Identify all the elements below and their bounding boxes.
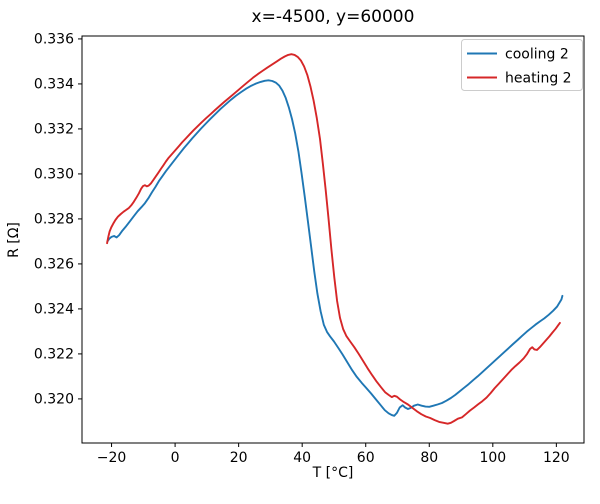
legend-label-heating-2: heating 2: [505, 71, 572, 87]
y-tick-label: 0.324: [34, 301, 74, 317]
y-tick-label: 0.334: [34, 76, 74, 92]
chart-title: x=-4500, y=60000: [252, 7, 415, 27]
y-tick-label: 0.322: [34, 346, 74, 362]
legend: cooling 2 heating 2: [461, 39, 583, 91]
x-tick-label: 120: [543, 450, 570, 466]
x-tick-label: 60: [357, 450, 375, 466]
y-axis-label: R [Ω]: [6, 222, 22, 258]
x-tick-label: 40: [293, 450, 311, 466]
y-tick-label: 0.326: [34, 256, 74, 272]
y-tick-label: 0.332: [34, 121, 74, 137]
x-tick-label: 80: [420, 450, 438, 466]
y-tick-label: 0.330: [34, 166, 74, 182]
series-line-heating-2: [106, 53, 561, 425]
x-axis-label: T [°C]: [312, 465, 354, 481]
axes-box: [81, 35, 585, 444]
x-tick-label: 20: [230, 450, 248, 466]
series-line-cooling-2: [106, 79, 564, 417]
plot-area: −20 0 20 40 60 80 100 120 0.320 0.322 0.324 0.326 0.…: [34, 31, 570, 466]
y-tick-label: 0.328: [34, 211, 74, 227]
legend-label-cooling-2: cooling 2: [505, 47, 569, 63]
x-tick-label: −20: [97, 450, 127, 466]
y-tick-label: 0.336: [34, 31, 74, 47]
x-tick-label: 0: [171, 450, 180, 466]
y-tick-label: 0.320: [34, 391, 74, 407]
x-tick-label: 100: [479, 450, 506, 466]
